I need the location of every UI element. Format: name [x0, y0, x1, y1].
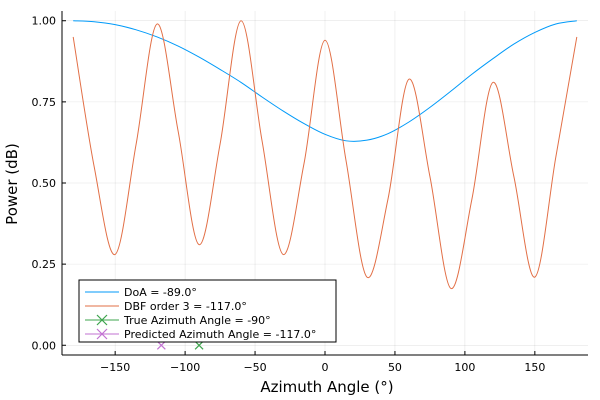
legend-label: Predicted Azimuth Angle = -117.0°	[124, 328, 316, 341]
x-tick-label: −100	[170, 361, 200, 374]
y-tick-label: 0.00	[32, 339, 57, 352]
y-tick-label: 0.75	[32, 96, 57, 109]
series-marker-3	[156, 340, 166, 350]
series-line-0	[73, 20, 577, 142]
legend-entry: True Azimuth Angle = -90°	[85, 314, 271, 327]
x-tick-label: 100	[454, 361, 475, 374]
marker-stroke	[156, 340, 166, 350]
legend-label: DBF order 3 = -117.0°	[124, 300, 247, 313]
legend-entry: DoA = -89.0°	[85, 286, 197, 299]
grid	[62, 11, 588, 355]
legend-label: DoA = -89.0°	[124, 286, 197, 299]
x-tick-label: 150	[524, 361, 545, 374]
x-tick-label: 50	[388, 361, 402, 374]
series-marker-2	[194, 340, 204, 350]
legend-marker	[96, 328, 108, 340]
x-tick-label: 0	[322, 361, 329, 374]
legend-entry: DBF order 3 = -117.0°	[85, 300, 247, 313]
legend-marker	[96, 314, 108, 326]
marker-stroke	[194, 340, 204, 350]
legend-box	[78, 279, 337, 343]
y-axis-ticks: 0.00 0.25 0.50 0.75 1.00	[32, 15, 66, 352]
legend-label: True Azimuth Angle = -90°	[123, 314, 271, 327]
y-tick-label: 1.00	[32, 15, 57, 28]
legend-entry: Predicted Azimuth Angle = -117.0°	[85, 328, 316, 341]
x-axis-ticks: −150 −100 −50 0 50 100 150	[100, 351, 545, 374]
x-axis-label: Azimuth Angle (°)	[260, 378, 393, 396]
series-layer	[72, 20, 578, 350]
legend: DoA = -89.0°DBF order 3 = -117.0°True Az…	[78, 279, 337, 343]
series-line-1	[72, 20, 578, 289]
x-tick-label: −50	[243, 361, 266, 374]
y-tick-label: 0.50	[32, 177, 57, 190]
y-axis-label: Power (dB)	[3, 143, 21, 225]
y-tick-label: 0.25	[32, 258, 57, 271]
x-tick-label: −150	[100, 361, 130, 374]
